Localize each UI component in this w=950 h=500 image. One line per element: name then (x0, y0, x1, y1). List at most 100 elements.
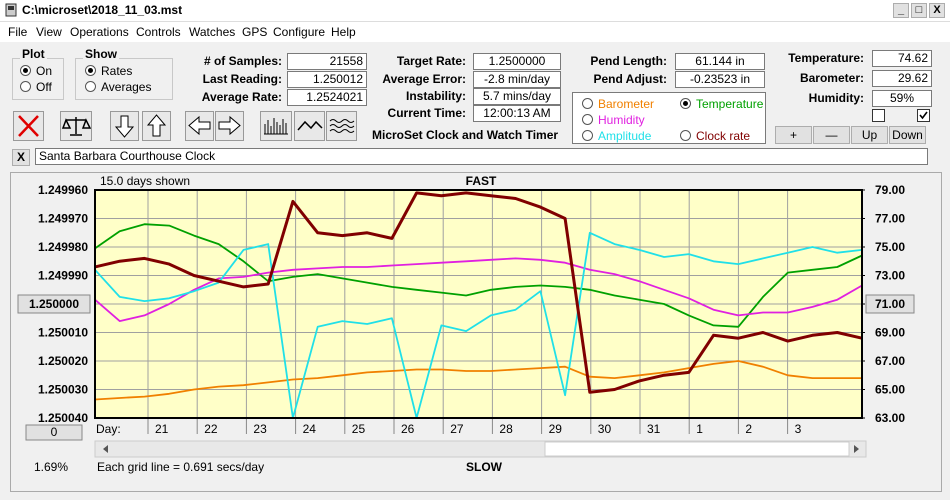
field-label: Average Error: (382, 72, 466, 86)
window-button[interactable]: _ (893, 3, 909, 18)
field-label: # of Samples: (203, 54, 282, 68)
balance-icon (61, 117, 92, 136)
wave-icon (297, 120, 323, 131)
y2-tick-label: 75.00 (875, 240, 905, 254)
x-tick-label: 27 (450, 422, 464, 436)
legend-item[interactable]: Barometer (582, 97, 654, 111)
x-tick-label: 22 (204, 422, 218, 436)
window-button[interactable]: X (929, 3, 945, 18)
y2-tick-label: 79.00 (875, 183, 905, 197)
radio-dot (20, 65, 31, 76)
field-value: 21558 (287, 53, 367, 70)
radio-dot (680, 98, 691, 109)
field-label: Last Reading: (202, 72, 282, 86)
y-tick-label: 1.249980 (38, 240, 88, 254)
radio-option[interactable]: Rates (85, 64, 132, 78)
field-label: Instability: (405, 89, 466, 103)
title-bar: C:\microset\2018_11_03.mst (0, 0, 950, 22)
radio-dot (582, 114, 593, 125)
up-button[interactable] (142, 111, 171, 141)
y2-center-button[interactable] (865, 294, 915, 314)
field-label: Humidity: (808, 91, 864, 105)
adjust-button[interactable]: — (813, 126, 850, 144)
checkbox[interactable] (872, 109, 885, 122)
radio-dot (85, 65, 96, 76)
y-tick-label: 1.249990 (38, 269, 88, 283)
app-icon (5, 3, 17, 17)
adjust-button[interactable]: Up (851, 126, 888, 144)
right-button[interactable] (215, 111, 244, 141)
legend-item[interactable]: Humidity (582, 113, 645, 127)
series-line (94, 191, 863, 394)
radio-option[interactable]: Off (20, 80, 52, 94)
adjust-button[interactable]: Down (889, 126, 926, 144)
series-selector (572, 92, 766, 144)
legend-label: Clock rate (696, 129, 751, 143)
adjust-button[interactable]: + (775, 126, 812, 144)
down-button[interactable] (110, 111, 139, 141)
wave-button[interactable] (294, 111, 325, 141)
menu-item[interactable]: Help (331, 25, 356, 39)
radio-dot (85, 81, 96, 92)
waves-button[interactable] (326, 111, 357, 141)
down-icon (114, 115, 135, 138)
y-tick-label: 1.249970 (38, 212, 88, 226)
clear-button[interactable] (13, 111, 44, 141)
window-button[interactable]: □ (911, 3, 927, 18)
y2-tick-label: 71.00 (875, 297, 905, 311)
scroll-thumb[interactable] (544, 441, 850, 457)
app-title: MicroSet Clock and Watch Timer (372, 128, 559, 142)
x-tick-label: 28 (499, 422, 513, 436)
field-value: 1.2524021 (287, 89, 367, 106)
left-icon (188, 115, 211, 136)
field-label: Current Time: (387, 106, 466, 120)
bars-button[interactable] (260, 111, 292, 141)
radio-dot (582, 98, 593, 109)
field-value: 5.7 mins/day (473, 88, 561, 105)
x-tick-label: 24 (303, 422, 317, 436)
clear-icon (18, 115, 39, 137)
radio-label: Off (36, 80, 52, 94)
field-value: -0.23523 in (675, 71, 765, 88)
menu-item[interactable]: GPS (242, 25, 268, 39)
x-axis-label: Day: (96, 422, 121, 436)
y-center-button[interactable] (17, 294, 91, 314)
y2-tick-label: 65.00 (875, 383, 905, 397)
radio-label: On (36, 64, 53, 78)
legend-item[interactable]: Amplitude (582, 129, 651, 143)
menu-item[interactable]: Controls (136, 25, 181, 39)
menu-item[interactable]: Operations (70, 25, 129, 39)
balance-button[interactable] (60, 111, 92, 141)
offset-button[interactable] (25, 424, 83, 441)
checkbox[interactable] (917, 109, 930, 122)
left-button[interactable] (185, 111, 214, 141)
series-line (94, 360, 862, 401)
menu-item[interactable]: View (36, 25, 62, 39)
y-tick-label: 1.250020 (38, 354, 88, 368)
up-icon (146, 114, 167, 137)
y2-tick-label: 73.00 (875, 269, 905, 283)
y2-tick-label: 77.00 (875, 212, 905, 226)
legend-item[interactable]: Clock rate (680, 129, 750, 143)
x-tick-label: 25 (352, 422, 366, 436)
menu-bar (0, 22, 950, 42)
field-label: Pend Length: (590, 54, 667, 68)
menu-item[interactable]: Watches (189, 25, 236, 39)
field-value: 1.2500000 (473, 53, 561, 70)
close-clock-button[interactable]: X (12, 149, 30, 166)
y-tick-label: 1.249960 (38, 183, 88, 197)
plot-group-label: Plot (20, 47, 47, 61)
menu-item[interactable]: File (8, 25, 28, 39)
series-line (94, 231, 863, 419)
radio-label: Averages (101, 80, 152, 94)
x-tick-label: 1 (696, 422, 703, 436)
y-tick-label: 1.250000 (29, 297, 79, 311)
x-tick-label: 29 (549, 422, 563, 436)
days-shown: 15.0 days shown (100, 174, 190, 188)
radio-option[interactable]: On (20, 64, 52, 78)
field-label: Target Rate: (396, 54, 466, 68)
legend-item[interactable]: Temperature (680, 97, 763, 111)
menu-item[interactable]: Configure (273, 25, 326, 39)
radio-option[interactable]: Averages (85, 80, 151, 94)
